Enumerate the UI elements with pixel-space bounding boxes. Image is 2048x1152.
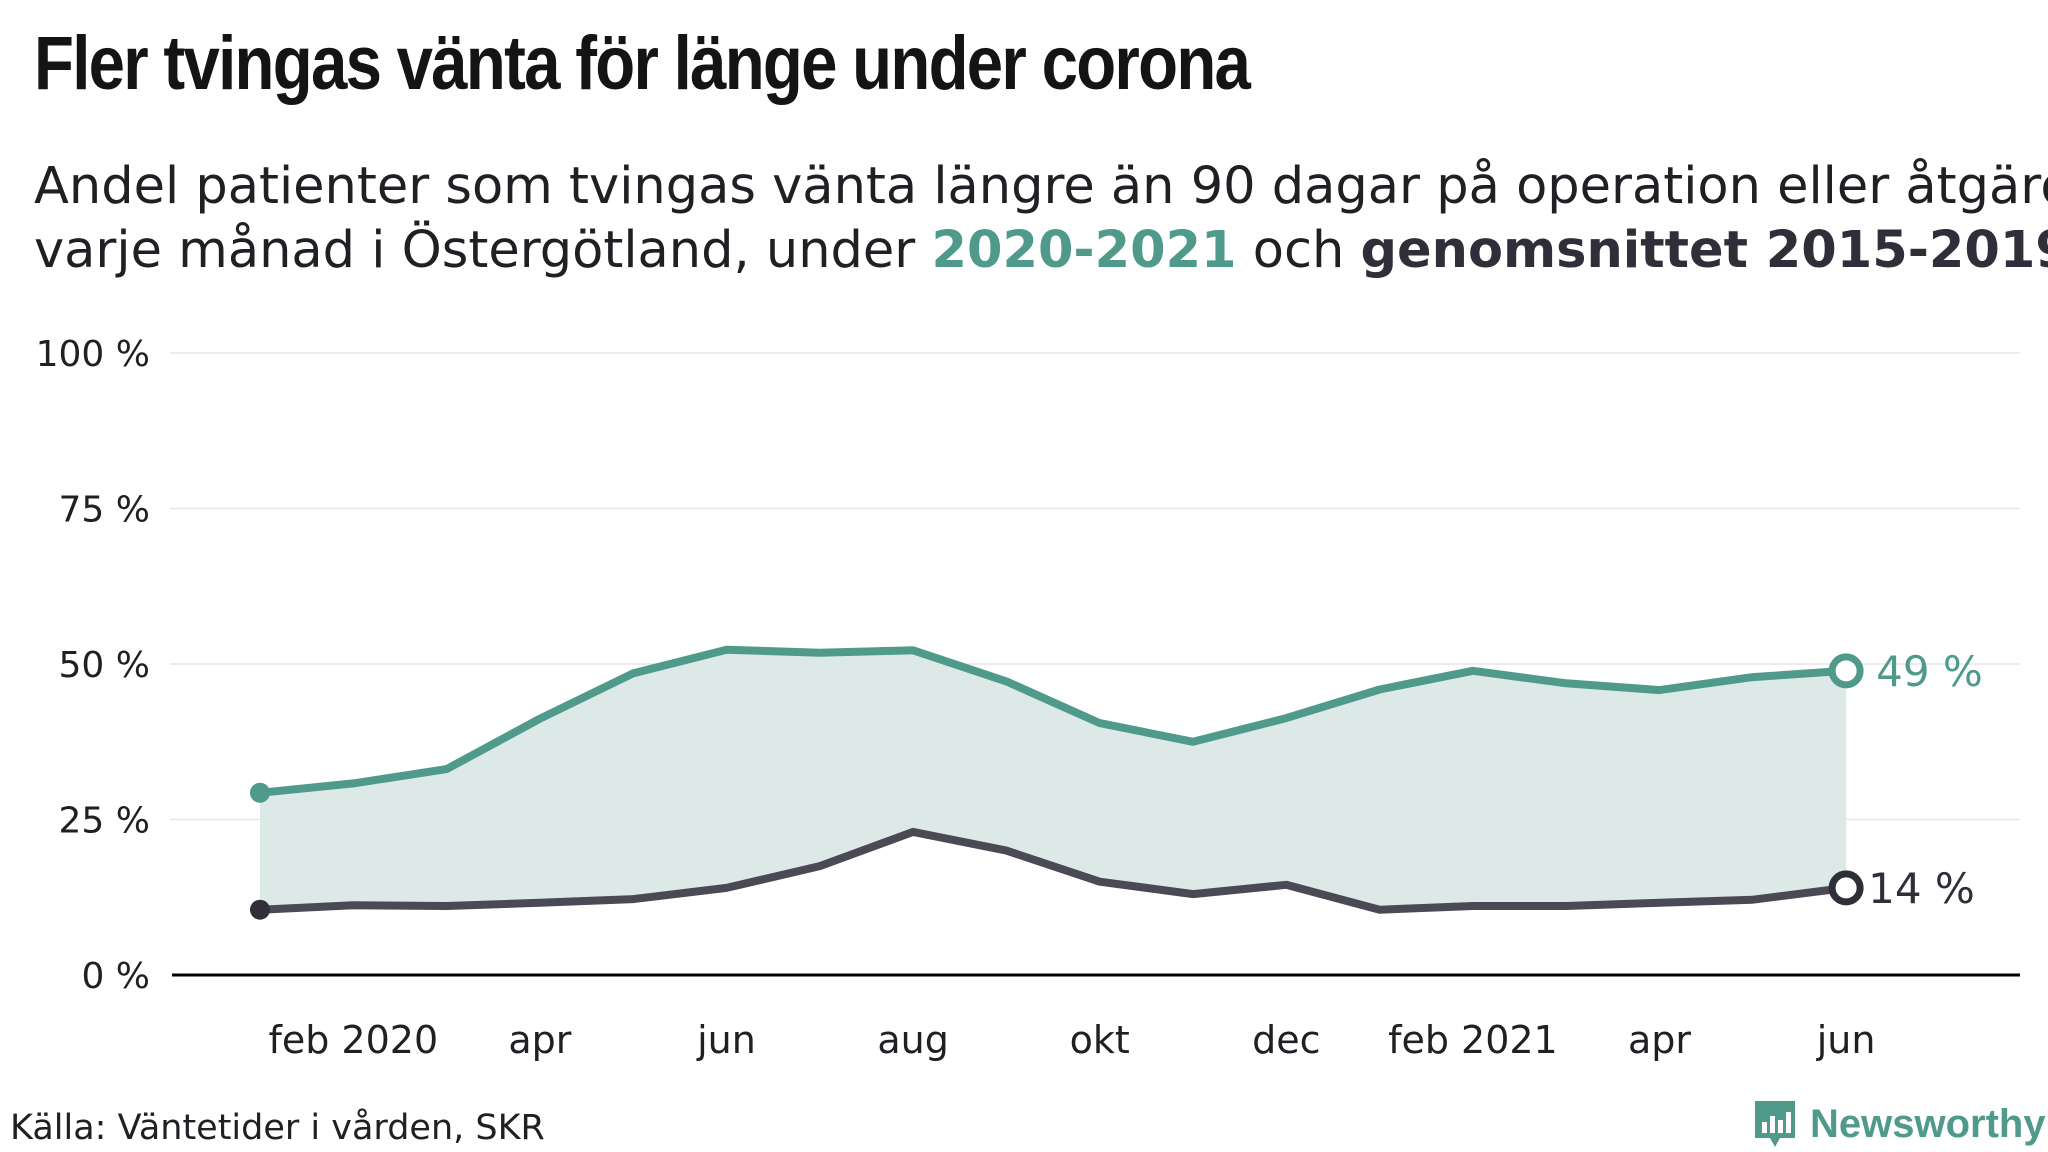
- legend-current-series: 2020-2021: [931, 221, 1237, 280]
- newsworthy-icon: [1755, 1101, 1795, 1147]
- end-label-current: 49 %: [1876, 647, 1983, 696]
- series-line-current: [256, 645, 1851, 797]
- x-tick-label: feb 2020: [268, 1018, 438, 1062]
- start-marker-current: [250, 782, 270, 803]
- series-line-average: [256, 827, 1851, 914]
- brand-logo: Newsworthy: [1752, 1098, 2046, 1150]
- y-tick-label: 25 %: [59, 801, 150, 842]
- y-axis-ticks: 100 % 75 % 50 % 25 % 0 %: [36, 334, 150, 997]
- x-tick-label: apr: [1628, 1018, 1691, 1062]
- x-tick-label: feb 2021: [1388, 1018, 1558, 1062]
- subtitle-text: varje månad i Östergötland, under: [34, 221, 932, 280]
- start-marker-average: [250, 899, 270, 920]
- x-tick-label: jun: [696, 1018, 756, 1062]
- y-tick-label: 50 %: [59, 645, 150, 686]
- area-between-series: [260, 649, 1847, 910]
- end-marker-current: [1828, 653, 1864, 689]
- subtitle-text: och: [1236, 221, 1361, 280]
- subtitle-line-1: Andel patienter som tvingas vänta längre…: [34, 157, 2048, 216]
- end-labels: 49 % 14 %: [1868, 647, 1983, 913]
- x-tick-label: jun: [1816, 1018, 1876, 1062]
- series-markers: [250, 653, 1864, 920]
- end-label-average: 14 %: [1868, 864, 1975, 913]
- x-tick-label: aug: [877, 1018, 949, 1062]
- legend-average-series: genomsnittet 2015-2019: [1360, 221, 2048, 280]
- end-marker-average: [1828, 870, 1864, 906]
- y-tick-label: 75 %: [59, 490, 150, 531]
- chart-subtitle: Andel patienter som tvingas vänta längre…: [34, 155, 2048, 283]
- x-tick-label: dec: [1252, 1018, 1320, 1062]
- x-axis-ticks: feb 2020 apr jun aug okt dec feb 2021 apr jun: [268, 1018, 1875, 1062]
- source-note: Källa: Väntetider i vården, SKR: [10, 1108, 545, 1148]
- y-tick-label: 0 %: [81, 956, 150, 997]
- y-tick-label: 100 %: [36, 334, 150, 375]
- x-tick-label: okt: [1070, 1018, 1130, 1062]
- subtitle-line-2: varje månad i Östergötland, under 2020-2…: [34, 219, 2048, 283]
- x-tick-label: apr: [508, 1018, 571, 1062]
- brand-name: Newsworthy: [1810, 1101, 2046, 1146]
- chart-title: Fler tvingas vänta för länge under coron…: [34, 21, 1251, 106]
